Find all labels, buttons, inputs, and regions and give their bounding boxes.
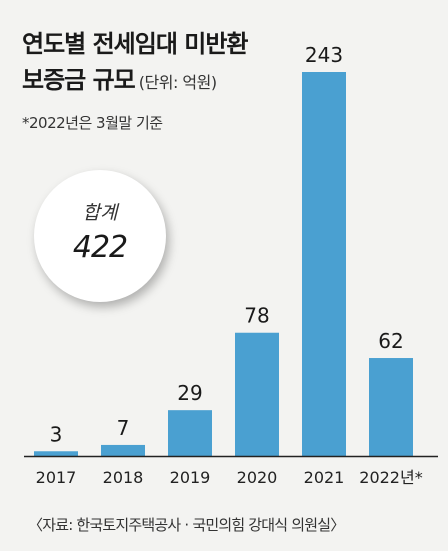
bar-2017 [34, 451, 78, 456]
x-tick-group: 2017 2018 2019 2020 2021 2022년* [36, 468, 423, 487]
bar-2020 [235, 332, 279, 456]
x-tick-2020: 2020 [237, 468, 278, 487]
value-label-2019: 29 [177, 381, 202, 405]
value-label-2021: 243 [305, 43, 343, 67]
footnote: *2022년은 3월말 기준 [22, 114, 163, 132]
total-badge: 합계 422 [34, 170, 166, 302]
bar-2018 [101, 444, 145, 456]
bar-2021 [302, 72, 346, 456]
bar-group [34, 72, 413, 456]
value-label-2018: 7 [117, 416, 130, 440]
chart-title-line-2: 보증금 규모 (단위: 억원) [22, 60, 217, 95]
value-label-2022년*: 62 [378, 329, 403, 353]
x-tick-2018: 2018 [103, 468, 144, 487]
total-value: 422 [72, 230, 128, 265]
unit-label: (단위: 억원) [138, 73, 217, 92]
x-tick-2019: 2019 [170, 468, 211, 487]
value-label-2020: 78 [244, 304, 269, 328]
bar-2022년* [369, 358, 413, 456]
value-label-group: 3 7 29 78 243 62 [50, 43, 404, 446]
value-label-2017: 3 [50, 422, 63, 446]
bar-2019 [168, 410, 212, 456]
x-tick-2022년*: 2022년* [359, 468, 422, 487]
x-tick-2017: 2017 [36, 468, 77, 487]
source-note: 〈자료: 한국토지주택공사 · 국민의힘 강대식 의원실〉 [28, 516, 345, 534]
total-label: 합계 [82, 202, 118, 224]
x-tick-2021: 2021 [304, 468, 345, 487]
chart-title-line-1: 연도별 전세임대 미반환 [22, 30, 249, 58]
title-text: 보증금 규모 [22, 66, 136, 94]
